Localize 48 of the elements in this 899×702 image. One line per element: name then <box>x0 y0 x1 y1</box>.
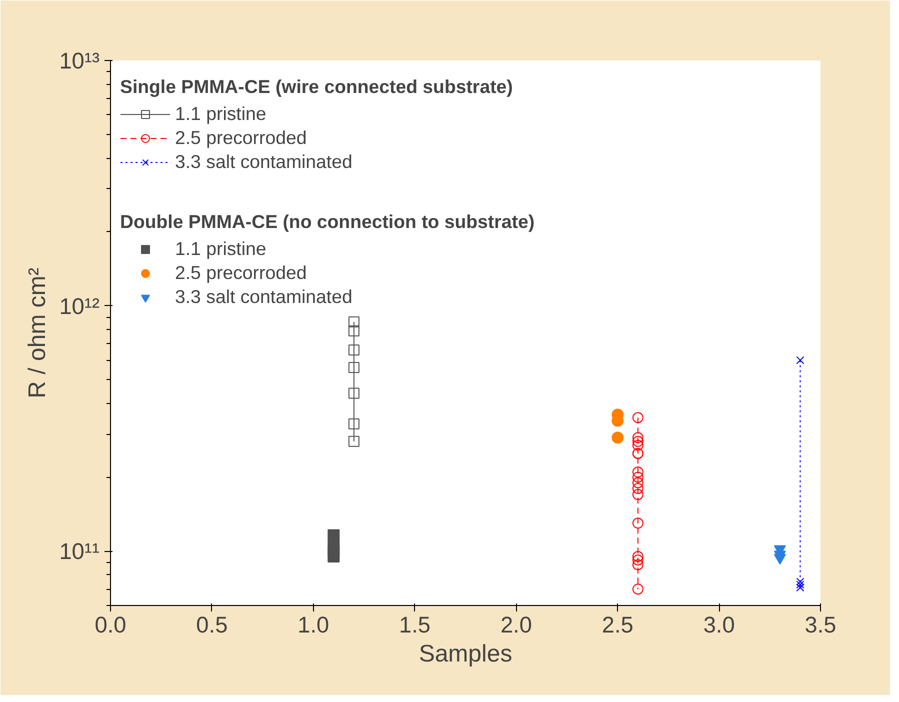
legend-label: 1.1 pristine <box>175 103 266 125</box>
x-tick-label: 0.0 <box>94 612 126 638</box>
x-tick-label: 1.5 <box>399 612 431 638</box>
y-tick-label: 10¹² <box>59 292 100 319</box>
point <box>632 489 644 500</box>
point <box>632 559 644 570</box>
point <box>632 554 644 566</box>
x-tick-label: 3.0 <box>703 612 735 638</box>
point <box>632 584 644 595</box>
point <box>348 316 360 328</box>
point <box>632 440 644 451</box>
point <box>632 466 644 478</box>
y-axis-title: R / ohm cm² <box>24 268 52 398</box>
point <box>632 482 644 494</box>
annotation: Single PMMA-CE (wire connected substrate) <box>120 76 513 98</box>
point <box>796 356 804 364</box>
y-tick-label: 10¹¹ <box>59 538 100 564</box>
x-axis-title: Samples <box>418 640 512 668</box>
legend-label: 2.5 precorroded <box>175 262 307 284</box>
legend-label: 3.3 salt contaminated <box>175 151 352 173</box>
point <box>612 432 624 444</box>
point <box>796 578 804 586</box>
x-tick-label: 2.5 <box>602 612 634 638</box>
point <box>348 418 360 430</box>
point <box>632 436 644 447</box>
legend-label: 1.1 pristine <box>175 238 266 260</box>
point <box>632 472 644 483</box>
legend-label: 2.5 precorroded <box>175 127 307 149</box>
point <box>328 550 340 563</box>
x-tick-label: 0.5 <box>196 612 228 638</box>
point <box>632 412 644 424</box>
x-tick-label: 1.0 <box>298 612 330 638</box>
legend-label: 3.3 salt contaminated <box>175 286 352 308</box>
point <box>632 518 644 529</box>
point <box>632 432 644 444</box>
x-tick-label: 2.0 <box>500 612 532 638</box>
point <box>796 580 804 589</box>
point <box>796 584 804 592</box>
point <box>632 551 644 562</box>
point <box>348 388 360 399</box>
y-tick-label: 10¹³ <box>59 48 100 74</box>
annotation: Double PMMA-CE (no connection to substrate) <box>120 211 535 233</box>
point <box>632 477 644 488</box>
point <box>348 325 360 336</box>
point <box>348 344 360 356</box>
point <box>348 362 360 374</box>
point <box>348 436 360 447</box>
x-tick-label: 3.5 <box>804 612 836 638</box>
